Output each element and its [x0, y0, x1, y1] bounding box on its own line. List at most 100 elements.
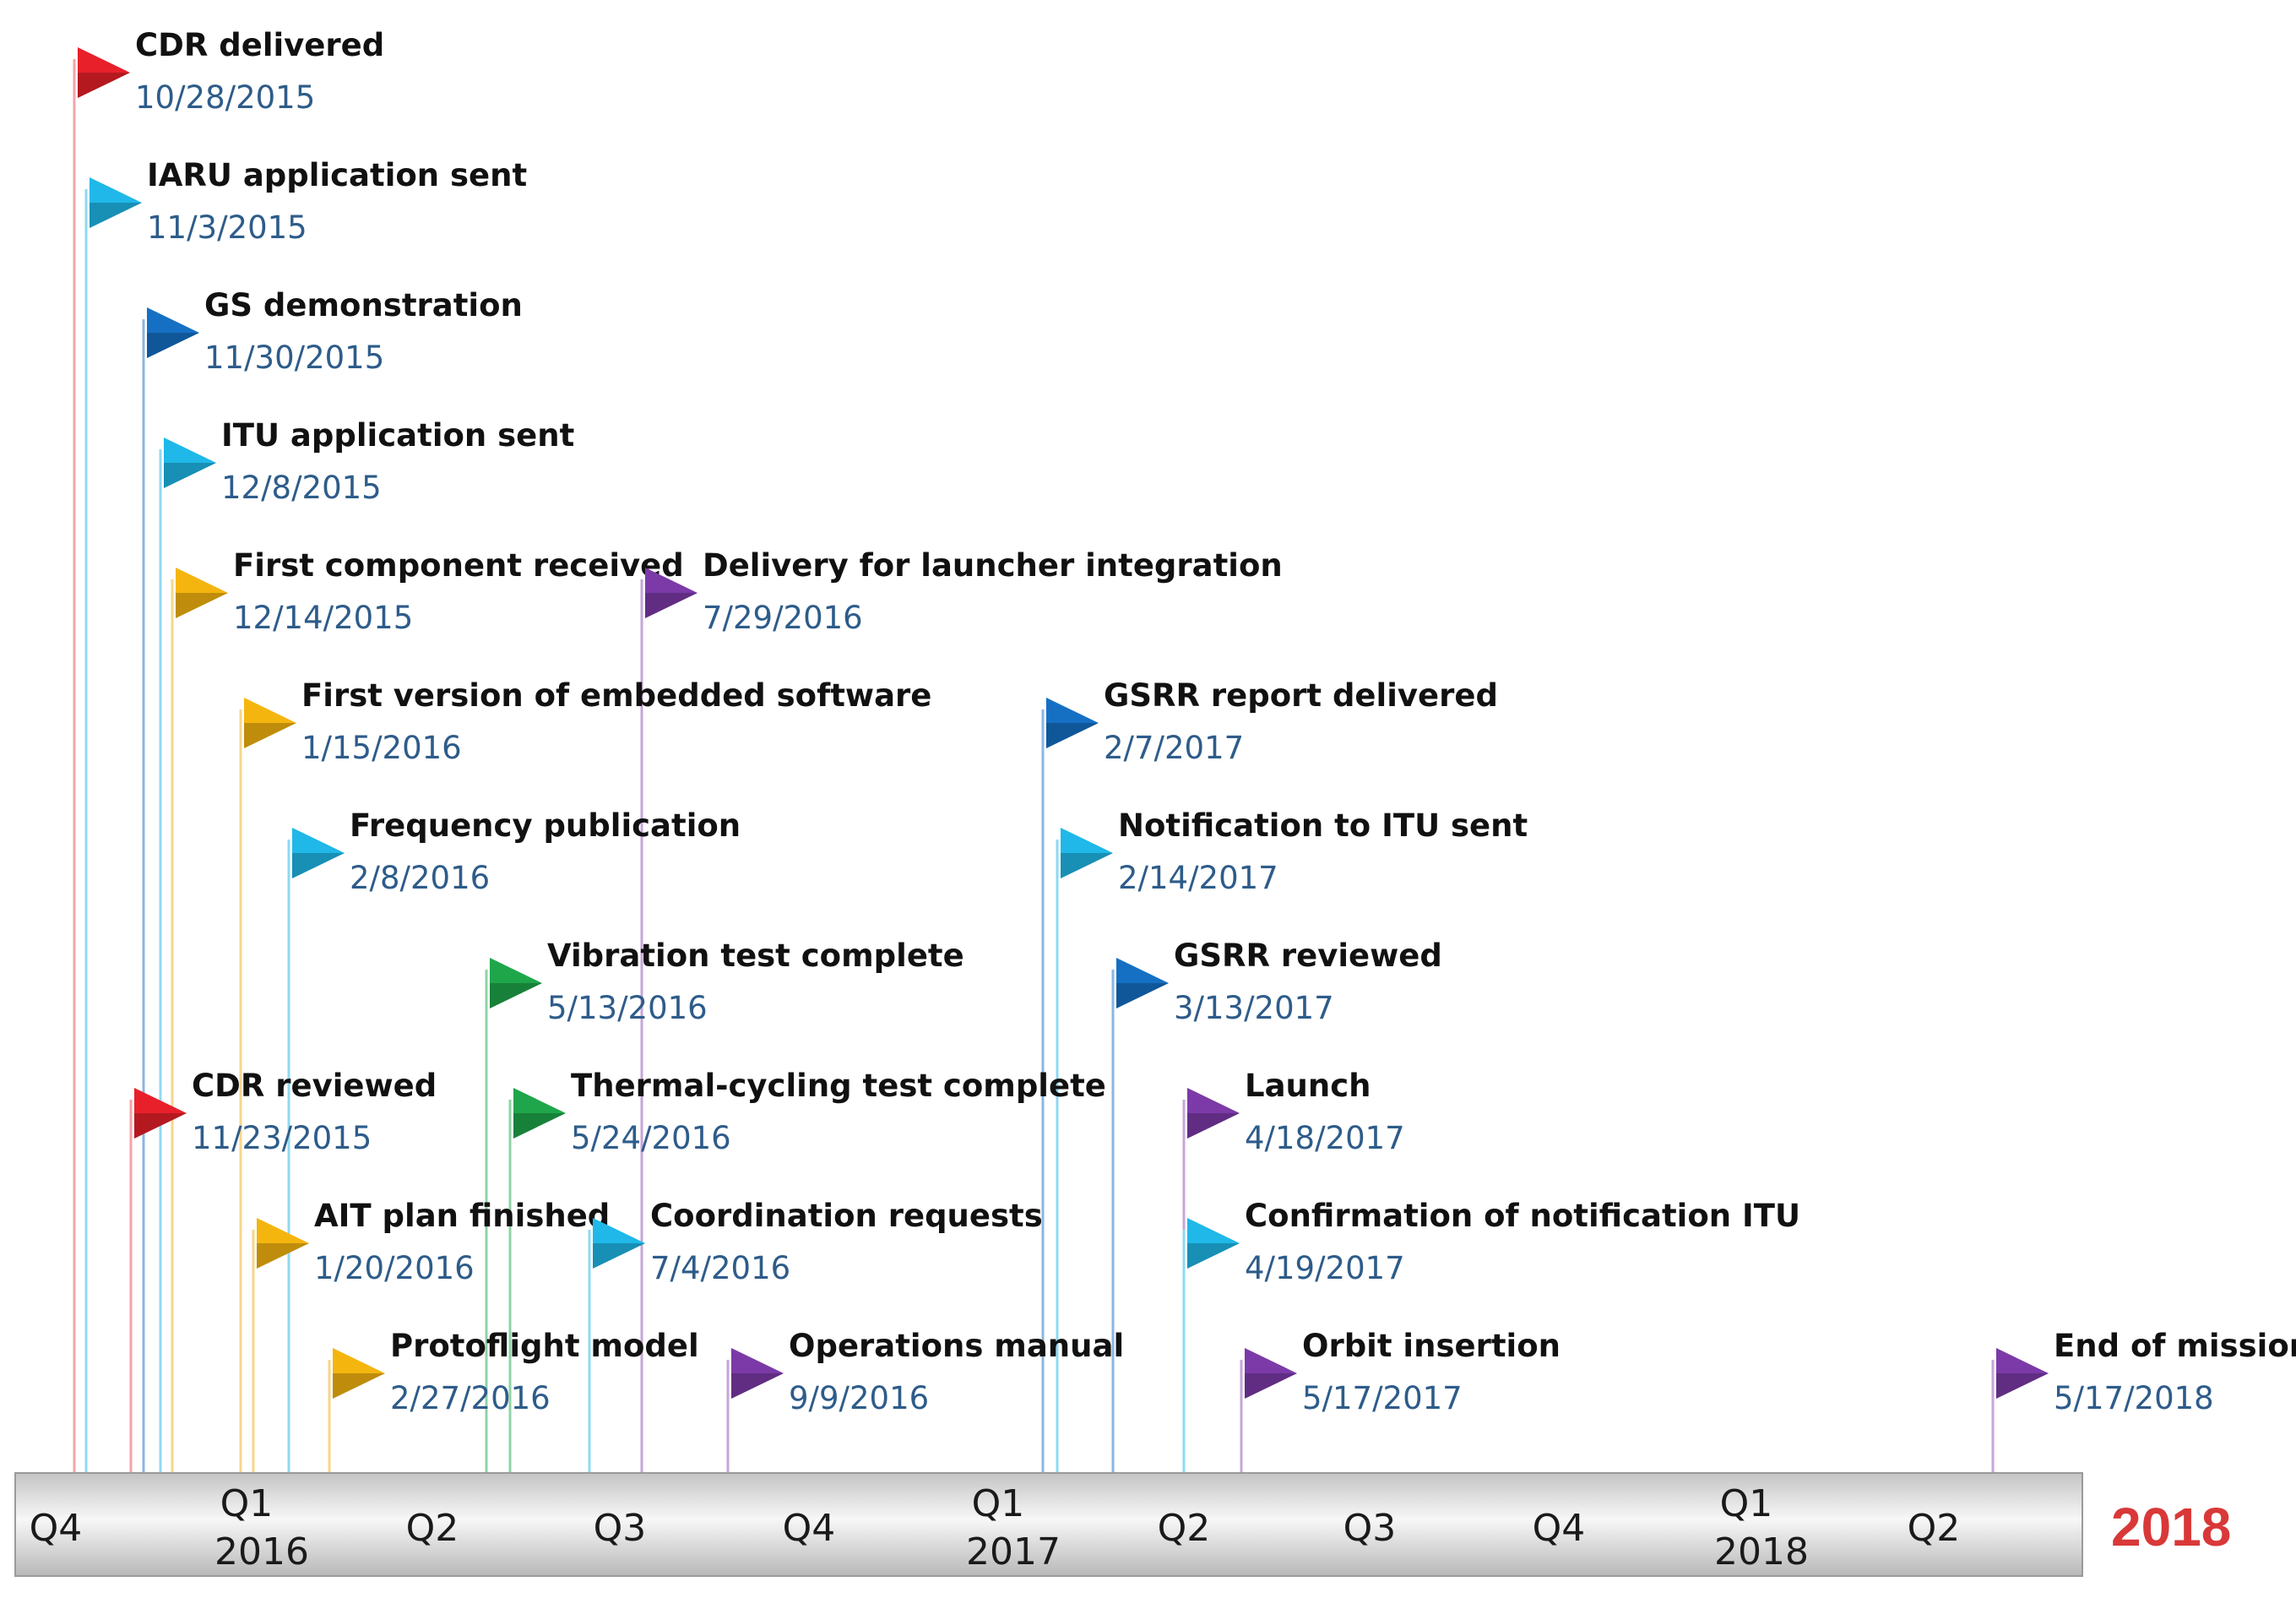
milestone: Protoflight model 2/27/2016 [333, 1328, 699, 1416]
milestone-date: 11/23/2015 [192, 1120, 372, 1156]
milestone-date: 1/20/2016 [314, 1250, 475, 1286]
quarter-label: Q3 [594, 1507, 647, 1550]
milestone: CDR delivered 10/28/2015 [78, 27, 384, 116]
flag-icon [147, 307, 199, 358]
quarter-label: Q2 [1908, 1507, 1961, 1550]
milestone-flags: CDR delivered 10/28/2015 IARU application … [78, 27, 2296, 1416]
flag-icon [134, 1088, 187, 1139]
flag-icon [645, 568, 697, 618]
quarter-label: Q1 [220, 1482, 274, 1525]
milestone-title: ITU application sent [221, 417, 574, 454]
milestone-date: 12/14/2015 [233, 600, 413, 636]
milestone-date: 2/14/2017 [1118, 860, 1278, 896]
milestone-date: 10/28/2015 [135, 79, 315, 116]
flag-icon [1187, 1218, 1240, 1269]
milestone-date: 5/17/2017 [1302, 1380, 1463, 1416]
milestone-date: 5/17/2018 [2054, 1380, 2214, 1416]
milestone: GSRR report delivered 2/7/2017 [1046, 677, 1498, 766]
milestone-title: Confirmation of notification ITU [1245, 1198, 1800, 1234]
flag-shade [1046, 723, 1099, 748]
milestone-date: 5/13/2016 [547, 990, 708, 1026]
milestone: GSRR reviewed 3/13/2017 [1116, 938, 1442, 1026]
flag-shade [1061, 853, 1113, 878]
milestone-date: 9/9/2016 [789, 1380, 929, 1416]
milestone: ITU application sent 12/8/2015 [164, 417, 574, 506]
milestone-title: Orbit insertion [1302, 1328, 1561, 1364]
flag-shade [1996, 1373, 2049, 1399]
milestone: Launch 4/18/2017 [1187, 1068, 1405, 1156]
flag-icon [257, 1218, 309, 1269]
year-label: 2018 [1714, 1530, 1809, 1574]
milestone: Confirmation of notification ITU 4/19/201… [1187, 1198, 1800, 1286]
milestone-title: GS demonstration [204, 287, 523, 323]
quarter-label: Q1 [1720, 1482, 1773, 1525]
milestone: CDR reviewed 11/23/2015 [134, 1068, 437, 1156]
milestone: First version of embedded software 1/15/2… [244, 677, 931, 766]
flag-shade [244, 723, 296, 748]
milestone-title: AIT plan finished [314, 1198, 610, 1234]
quarter-label: Q4 [30, 1507, 83, 1550]
flag-shade [490, 983, 542, 1008]
milestone-date: 11/3/2015 [147, 209, 307, 246]
flag-icon [513, 1088, 566, 1139]
milestone: Vibration test complete 5/13/2016 [490, 938, 964, 1026]
milestone-title: First component received [233, 547, 684, 584]
milestone-date: 7/4/2016 [650, 1250, 790, 1286]
flag-shade [134, 1113, 187, 1139]
milestone-date: 7/29/2016 [703, 600, 863, 636]
flag-shade [513, 1113, 566, 1139]
quarter-label: Q1 [972, 1482, 1025, 1525]
flag-shade [78, 73, 130, 98]
milestone-date: 1/15/2016 [301, 730, 462, 766]
milestone-title: IARU application sent [147, 157, 527, 193]
milestone-title: CDR reviewed [192, 1068, 437, 1104]
flag-icon [292, 828, 345, 878]
flag-shade [257, 1243, 309, 1269]
milestone-title: Launch [1245, 1068, 1371, 1104]
milestone-title: Coordination requests [650, 1198, 1043, 1234]
flag-shade [645, 593, 697, 618]
milestone-date: 4/19/2017 [1245, 1250, 1405, 1286]
flag-icon [1996, 1348, 2049, 1399]
quarter-label: Q3 [1343, 1507, 1397, 1550]
flag-shade [1187, 1243, 1240, 1269]
flag-icon [1061, 828, 1113, 878]
milestone: Coordination requests 7/4/2016 [593, 1198, 1043, 1286]
milestone-date: 3/13/2017 [1174, 990, 1334, 1026]
milestone: First component received 12/14/2015 [176, 547, 684, 636]
timeline-bar [14, 1472, 2083, 1577]
quarter-label: Q2 [406, 1507, 459, 1550]
milestone: AIT plan finished 1/20/2016 [257, 1198, 610, 1286]
milestone-stems [73, 59, 1995, 1473]
quarter-label: Q4 [1533, 1507, 1586, 1550]
milestone-date: 5/24/2016 [571, 1120, 731, 1156]
flag-shade [1187, 1113, 1240, 1139]
milestone: Notification to ITU sent 2/14/2017 [1061, 807, 1528, 896]
milestone-date: 2/8/2016 [350, 860, 490, 896]
flag-icon [176, 568, 228, 618]
flag-icon [244, 698, 296, 748]
flag-icon [490, 958, 542, 1008]
milestone-title: Operations manual [789, 1328, 1124, 1364]
flag-icon [1187, 1088, 1240, 1139]
flag-icon [333, 1348, 385, 1399]
flag-icon [78, 47, 130, 98]
milestone-date: 4/18/2017 [1245, 1120, 1405, 1156]
milestone-date: 12/8/2015 [221, 470, 382, 506]
milestone-date: 2/27/2016 [390, 1380, 551, 1416]
flag-icon [1245, 1348, 1297, 1399]
flag-icon [1116, 958, 1169, 1008]
quarter-label: Q4 [783, 1507, 836, 1550]
milestone: End of mission 5/17/2018 [1996, 1328, 2296, 1416]
milestone-title: GSRR report delivered [1104, 677, 1498, 714]
flag-icon [164, 438, 216, 488]
year-label: 2016 [214, 1530, 309, 1574]
flag-shade [176, 593, 228, 618]
milestone: IARU application sent 11/3/2015 [90, 157, 527, 246]
milestone: Delivery for launcher integration 7/29/20… [645, 547, 1283, 636]
milestone-title: Thermal-cycling test complete [571, 1068, 1106, 1104]
flag-icon [1046, 698, 1099, 748]
flag-shade [147, 333, 199, 358]
milestone-date: 2/7/2017 [1104, 730, 1244, 766]
